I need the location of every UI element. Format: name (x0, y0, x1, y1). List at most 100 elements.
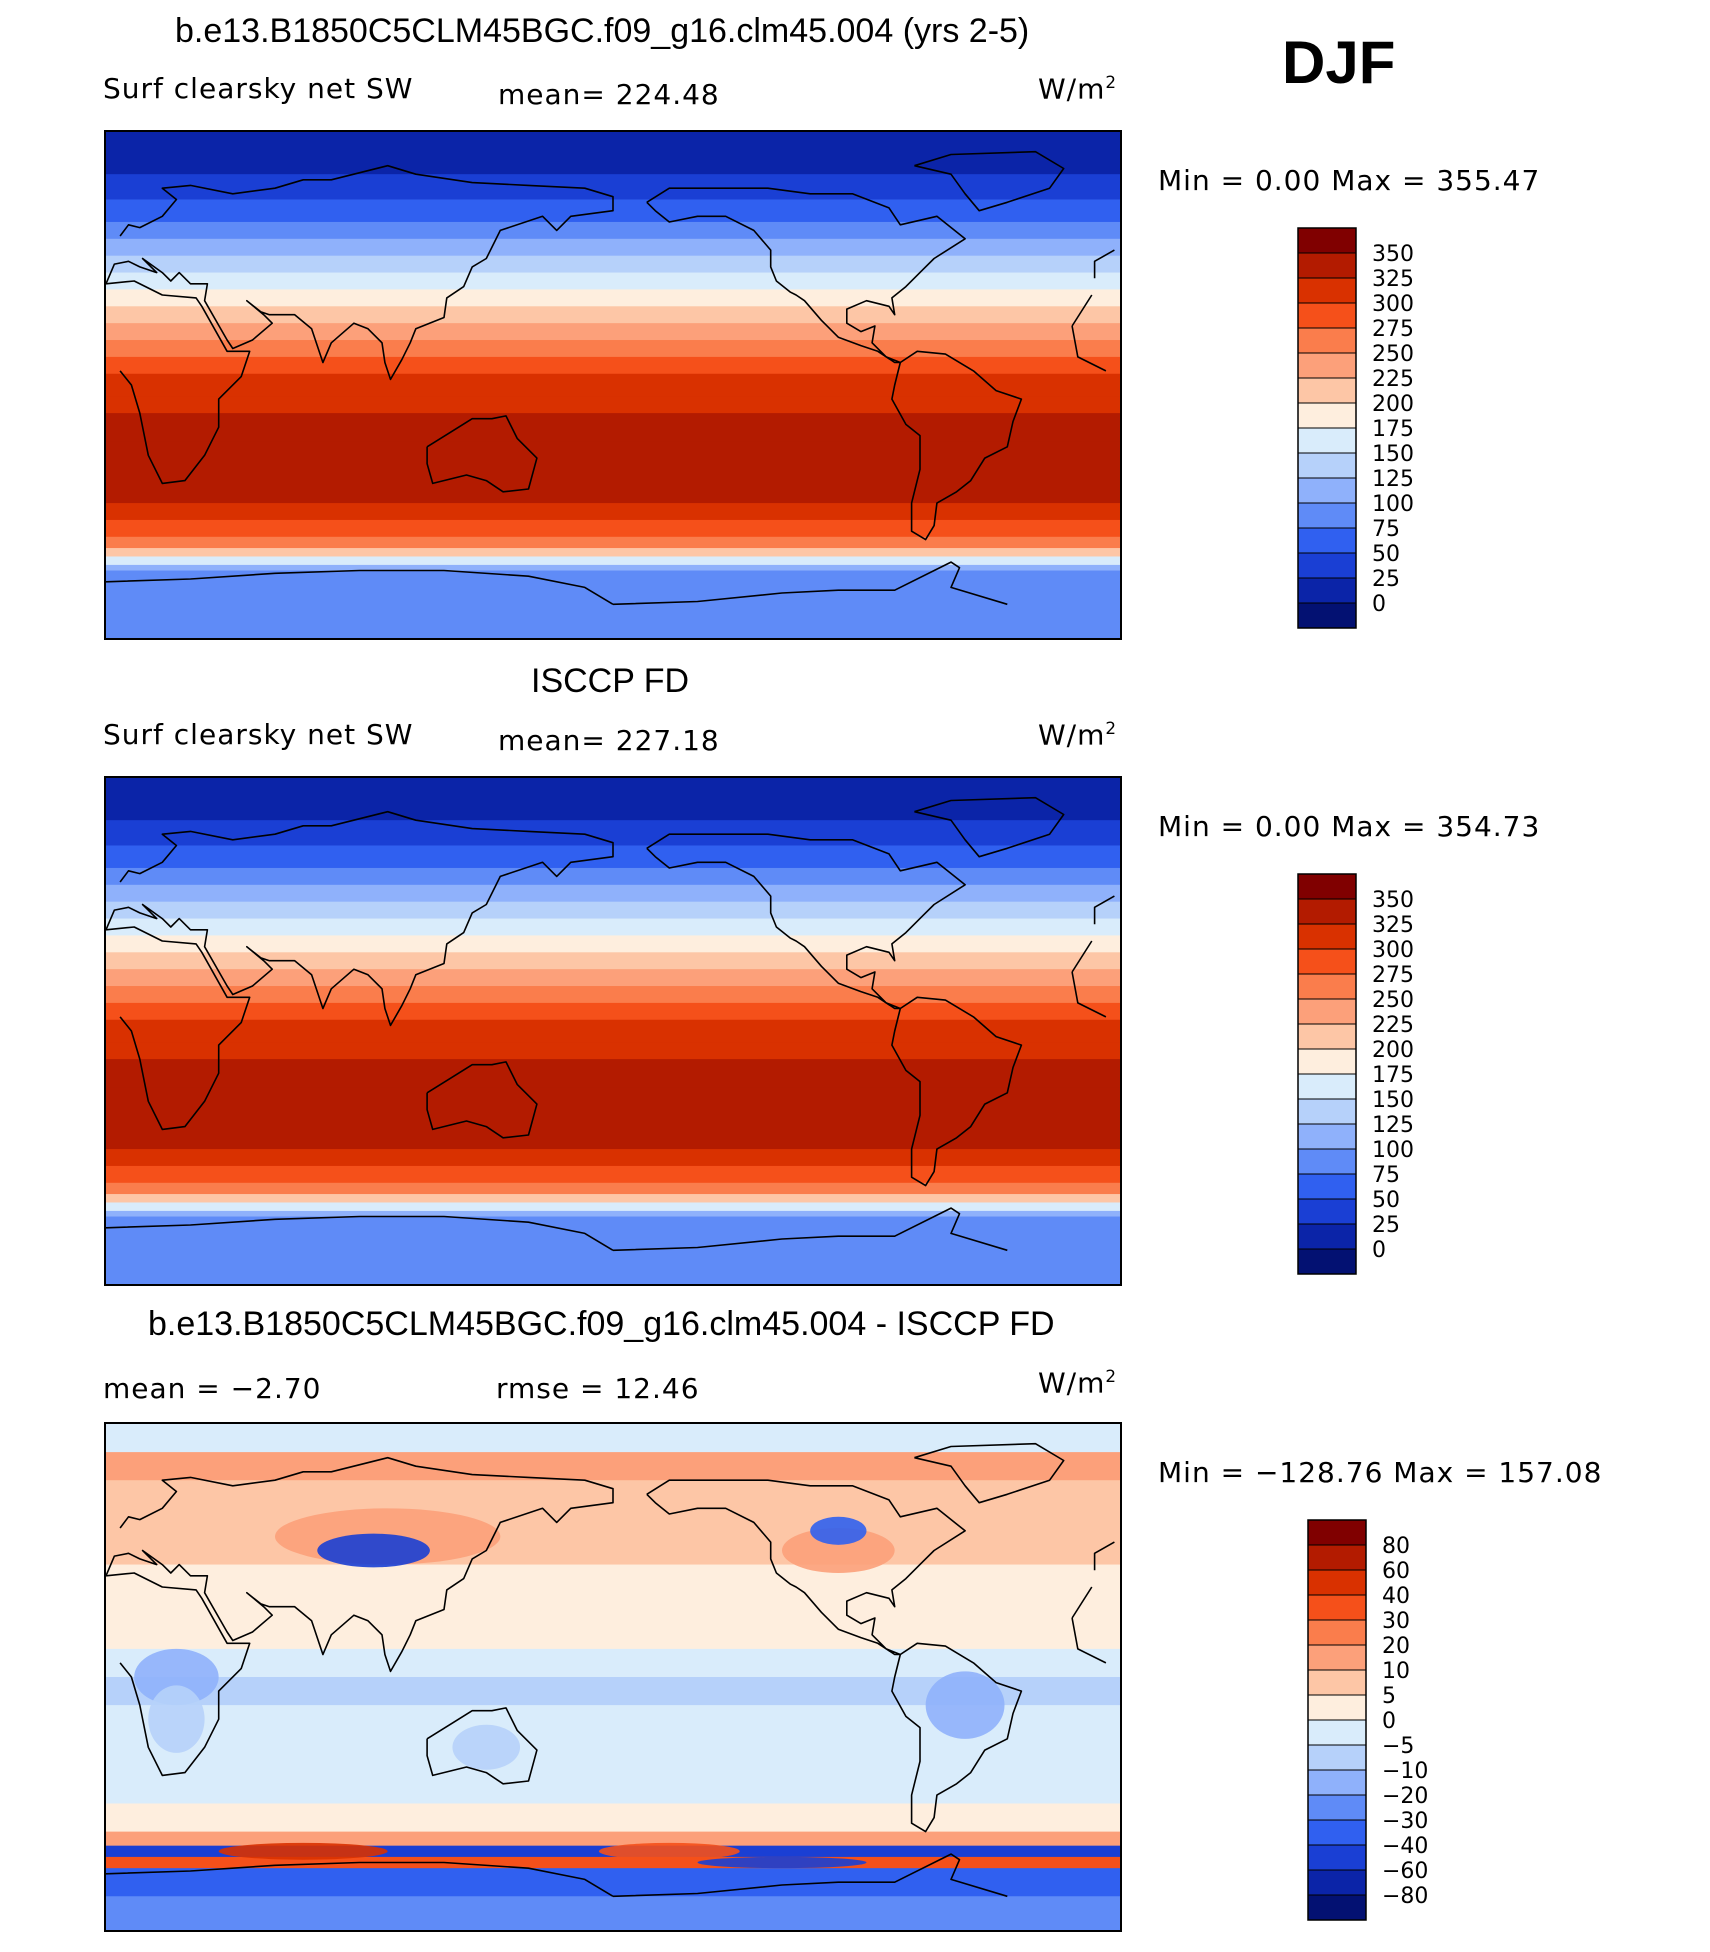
colorbar-swatch (1297, 1023, 1357, 1050)
latitude-band (106, 867, 1120, 886)
colorbar-frame (1307, 1519, 1367, 1921)
colorbar-tick-label: 300 (1372, 938, 1414, 963)
latitude-band (106, 1059, 1120, 1088)
latitude-band (106, 238, 1120, 257)
latitude-band (106, 340, 1120, 358)
colorbar-swatch (1307, 1719, 1367, 1746)
colorbar-swatch (1297, 427, 1357, 454)
colorbar-swatch (1297, 898, 1357, 925)
colorbar-tick-label: 250 (1372, 342, 1414, 367)
colorbar-tick-label: 100 (1372, 1138, 1414, 1163)
latitude-band (106, 1648, 1120, 1678)
panel-1-minmax: Min = 0.00 Max = 355.47 (1158, 164, 1541, 197)
anomaly-region (697, 1856, 867, 1869)
coastline-australia (426, 1061, 538, 1139)
colorbar-tick-label: 5 (1382, 1684, 1396, 1709)
colorbar-tick-label: 175 (1372, 1063, 1414, 1088)
coastline-eurasia (106, 810, 614, 1027)
latitude-band (106, 1522, 1120, 1566)
colorbar-swatch (1297, 327, 1357, 354)
colorbar-swatch (1307, 1619, 1367, 1646)
colorbar-swatch (1307, 1819, 1367, 1846)
colorbar-tick-label: 200 (1372, 1038, 1414, 1063)
panel-2-minmax: Min = 0.00 Max = 354.73 (1158, 810, 1541, 843)
latitude-band (106, 778, 1120, 821)
coastline-eurasia (1093, 895, 1115, 925)
latitude-band (106, 1868, 1120, 1897)
coastline-africa (1071, 971, 1107, 1018)
colorbar-swatch (1297, 873, 1357, 900)
colorbar-tick-label: 10 (1382, 1659, 1410, 1684)
colorbar-swatch (1297, 1248, 1357, 1275)
colorbar-swatch (1297, 227, 1357, 254)
coastline-samerica (891, 1642, 1023, 1833)
coastline-namerica (646, 833, 966, 1010)
colorbar-tick-label: 30 (1382, 1609, 1410, 1634)
colorbar-swatch (1307, 1744, 1367, 1771)
latitude-band (106, 1831, 1120, 1847)
colorbar-tick-label: 25 (1372, 567, 1400, 592)
colorbar-swatch (1307, 1544, 1367, 1571)
coastline-antarctica (612, 1207, 1008, 1252)
colorbar-swatch (1297, 1223, 1357, 1250)
latitude-band (106, 1042, 1120, 1060)
colorbar-tick-label: −10 (1382, 1759, 1428, 1784)
colorbar-tick-label: 150 (1372, 442, 1414, 467)
colorbar-swatch (1297, 502, 1357, 529)
colorbar-tick-label: 75 (1372, 1163, 1400, 1188)
colorbar-tick-label: 125 (1372, 1113, 1414, 1138)
latitude-band (106, 1803, 1120, 1833)
anomaly-region (134, 1648, 219, 1706)
colorbar-tick-label: −5 (1382, 1734, 1414, 1759)
panel-2-mean-label: mean= 227.18 (498, 724, 720, 757)
colorbar-tick-label: 75 (1372, 517, 1400, 542)
panel-2-map (104, 776, 1122, 1286)
coastline-australia (426, 1707, 538, 1785)
colorbar-tick-label: 40 (1382, 1584, 1410, 1609)
colorbar-tick-label: 225 (1372, 1013, 1414, 1038)
latitude-band (106, 884, 1120, 903)
anomaly-region (218, 1842, 388, 1860)
coastline-africa (1071, 294, 1093, 327)
coastlines (106, 796, 1115, 1252)
colorbar-swatch (1297, 302, 1357, 329)
colorbar-swatch (1297, 552, 1357, 579)
colorbar-tick-label: 100 (1372, 492, 1414, 517)
coastline-eurasia (106, 164, 614, 381)
latitude-band (106, 272, 1120, 291)
colorbar-swatch (1297, 527, 1357, 554)
anomaly-region (925, 1671, 1005, 1739)
panel-1-colorbar: 350 325 300 275 250 225 200 175 150 125 100 75 50 25 0 (1297, 227, 1498, 629)
coastline-greenland (914, 1442, 1065, 1504)
latitude-band (106, 1564, 1120, 1608)
latitude-band (106, 1202, 1120, 1212)
anomaly-region (317, 1533, 430, 1568)
latitude-band (106, 901, 1120, 920)
anomaly-region (782, 1528, 895, 1573)
latitude-band (106, 413, 1120, 442)
panel-2-units: W/m2 (1038, 718, 1118, 752)
panel-3-minmax: Min = −128.76 Max = 157.08 (1158, 1456, 1603, 1489)
latitude-band (106, 323, 1120, 341)
latitude-band (106, 1165, 1120, 1184)
coastline-namerica (646, 1479, 966, 1656)
latitude-band (106, 548, 1120, 558)
panel-2-colorbar: 350 325 300 275 250 225 200 175 150 125 100 75 50 25 0 (1297, 873, 1498, 1275)
colorbar-swatch (1297, 577, 1357, 604)
latitude-band (106, 306, 1120, 324)
colorbar-swatch (1307, 1569, 1367, 1596)
colorbar-swatch (1297, 1173, 1357, 1200)
latitude-band (106, 536, 1120, 549)
latitude-band (106, 132, 1120, 175)
latitude-band (106, 1452, 1120, 1481)
latitude-band (106, 952, 1120, 970)
colorbar-swatch (1297, 1123, 1357, 1150)
colorbar-frame (1297, 227, 1357, 629)
colorbar-tick-label: 0 (1382, 1709, 1396, 1734)
panel-1-mean-label: mean= 224.48 (498, 78, 720, 111)
colorbar-tick-label: 325 (1372, 267, 1414, 292)
colorbar-tick-label: 200 (1372, 392, 1414, 417)
latitude-band (106, 1747, 1120, 1805)
latitude-band (106, 556, 1120, 566)
